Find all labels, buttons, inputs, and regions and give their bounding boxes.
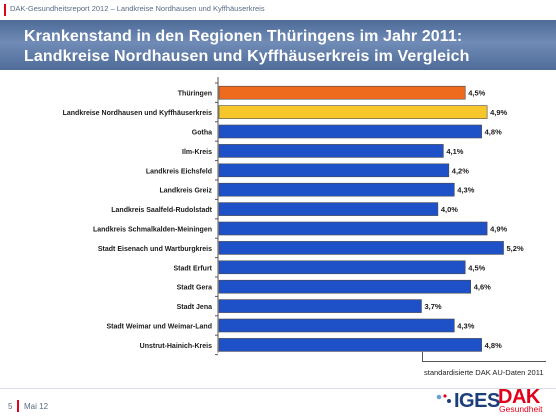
iges-logo-text: IGES: [454, 390, 500, 412]
category-label: Stadt Jena: [177, 304, 213, 311]
slide-title-line-2: Landkreise Nordhausen und Kyffhäuserkrei…: [24, 48, 470, 65]
bar-6: [218, 182, 455, 197]
data-label: 4,5%: [468, 263, 485, 272]
data-label: 4,8%: [485, 341, 502, 350]
data-label: 4,8%: [485, 128, 502, 137]
dak-logo: DAK Gesundheit: [494, 386, 554, 416]
dak-logo-subtext: Gesundheit: [499, 404, 543, 414]
bar-12: [218, 299, 422, 313]
category-label: Stadt Eisenach und Wartburgkreis: [98, 246, 212, 253]
footer-divider: [0, 388, 556, 389]
category-label: Stadt Weimar und Weimar-Land: [106, 324, 212, 331]
dak-logo-text: DAK: [498, 386, 540, 408]
bar-11: [218, 279, 471, 294]
bar-3: [218, 124, 482, 139]
header-accent-mark: [4, 4, 6, 16]
bar-14: [218, 338, 482, 352]
category-label: Landkreis Greiz: [159, 188, 212, 195]
category-label: Stadt Erfurt: [174, 265, 213, 272]
source-tick: [422, 352, 423, 362]
category-label: Landkreis Eichsfeld: [146, 168, 212, 175]
data-label: 3,7%: [424, 302, 441, 311]
bar-13: [218, 318, 455, 333]
bar-7: [218, 202, 439, 216]
footer-accent-mark: [17, 400, 19, 412]
data-label: 4,2%: [452, 166, 469, 175]
category-label: Landkreis Saalfeld-Rudolstadt: [111, 207, 212, 214]
data-label: 4,9%: [490, 108, 507, 117]
bar-8: [218, 221, 488, 236]
data-label: 4,3%: [457, 322, 474, 331]
data-label: 4,0%: [441, 205, 458, 214]
top-bar: DAK-Gesundheitsreport 2012 – Landkreise …: [0, 0, 556, 20]
page-number: 5: [8, 402, 13, 411]
category-label: Thüringen: [178, 91, 212, 98]
data-label: 4,3%: [457, 186, 474, 195]
category-label: Landkreise Nordhausen und Kyffhäuserkrei…: [63, 110, 212, 117]
data-label: 4,5%: [468, 89, 485, 98]
source-note: standardisierte DAK AU-Daten 2011: [424, 368, 544, 377]
report-header: DAK-Gesundheitsreport 2012 – Landkreise …: [10, 4, 265, 13]
slide-title-line-1: Krankenstand in den Regionen Thüringens …: [24, 28, 463, 45]
bar-chart: Thüringen 4,5% Landkreise Nordhausen und K…: [8, 75, 548, 360]
bar-5: [218, 163, 450, 178]
category-label: Stadt Gera: [177, 285, 213, 292]
bar-9: [218, 241, 504, 255]
category-label: Unstrut-Hainich-Kreis: [140, 343, 212, 350]
category-label: Landkreis Schmalkalden-Meiningen: [93, 227, 212, 234]
bar-10: [218, 260, 466, 275]
data-label: 4,1%: [446, 147, 463, 156]
category-label: Ilm-Kreis: [182, 149, 212, 156]
iges-logo-mark: [436, 394, 451, 403]
bar-1: [218, 85, 466, 100]
bar-4: [218, 144, 444, 158]
category-label: Gotha: [192, 130, 212, 137]
data-label: 4,9%: [490, 225, 507, 234]
bar-2: [218, 105, 488, 119]
bar-chart-svg: Thüringen 4,5% Landkreise Nordhausen und K…: [63, 77, 524, 356]
data-label: 4,6%: [474, 283, 491, 292]
title-band: Krankenstand in den Regionen Thüringens …: [0, 20, 556, 70]
footer-date: Mai 12: [24, 402, 49, 411]
data-label: 5,2%: [507, 244, 524, 253]
source-rule: [422, 361, 546, 362]
